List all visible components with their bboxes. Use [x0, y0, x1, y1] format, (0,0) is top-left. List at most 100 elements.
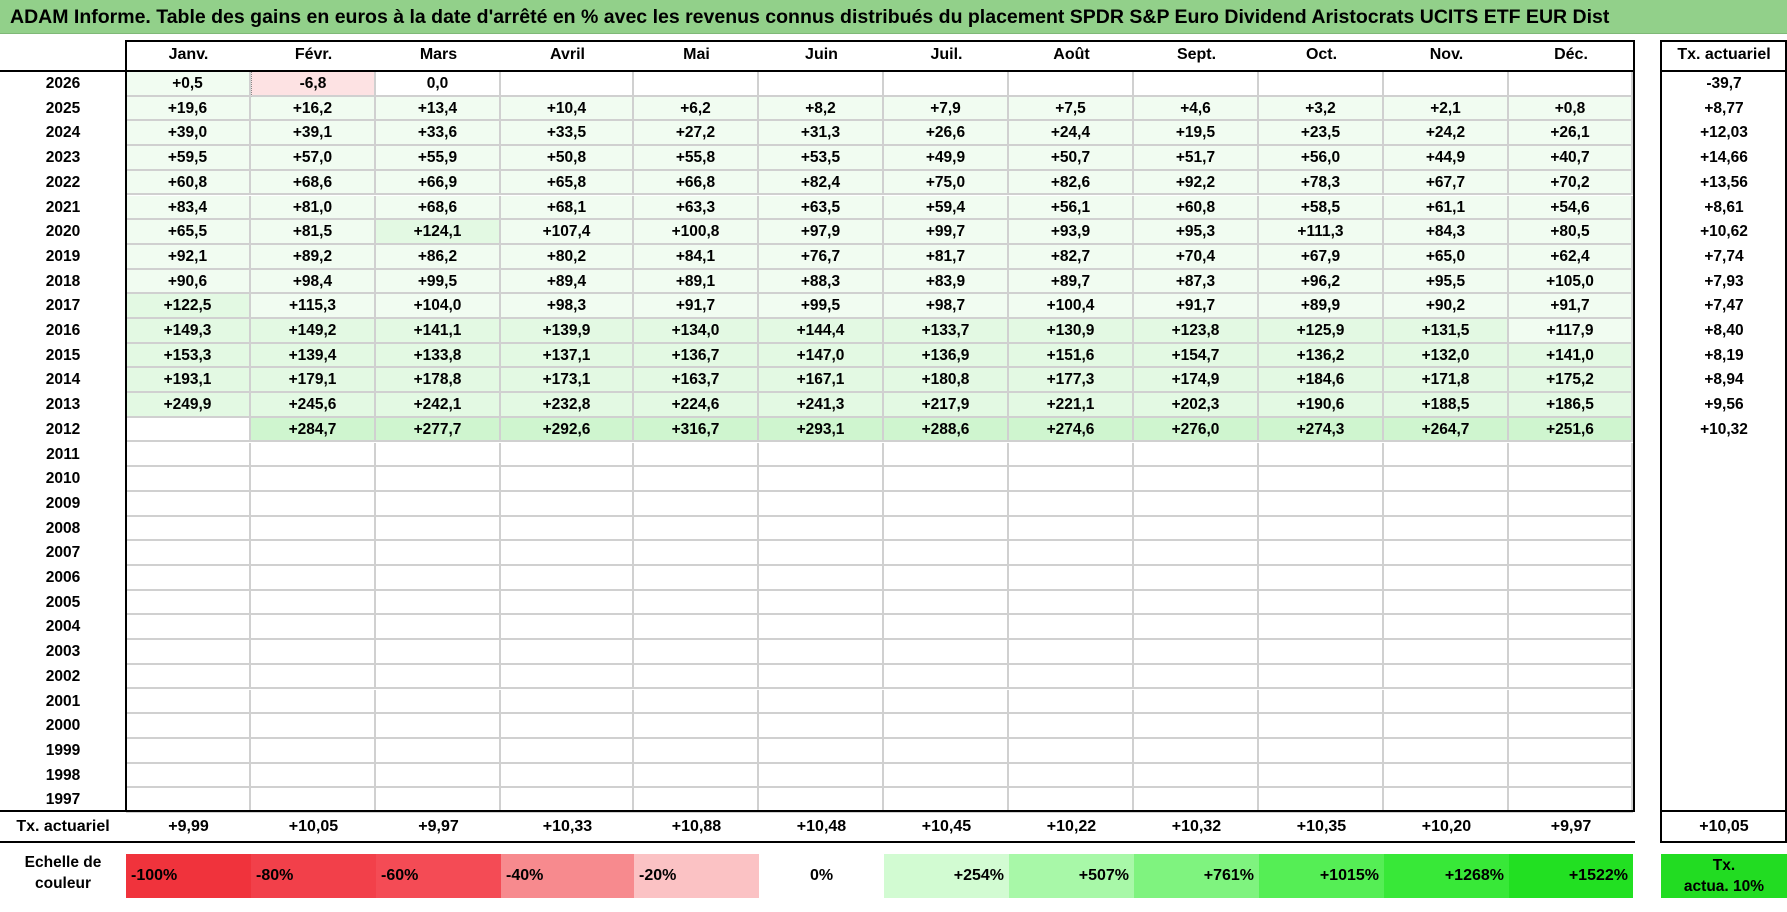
year-label: 2014	[45, 371, 81, 389]
table-cell: +39,1	[251, 121, 376, 147]
table-cell: +177,3	[1009, 368, 1134, 394]
table-cell	[251, 664, 376, 690]
table-cell	[1134, 516, 1259, 542]
table-cell: +0,8	[1509, 96, 1633, 122]
table-cell	[1134, 640, 1259, 665]
year-label: 2001	[45, 692, 81, 710]
table-cell: +89,4	[501, 269, 634, 295]
table-cell	[501, 72, 634, 97]
table-cell	[1259, 442, 1384, 468]
table-cell	[1009, 640, 1134, 665]
tx-actuariel-value: +13,56	[1700, 173, 1748, 191]
year-label: 2025	[45, 99, 81, 117]
table-cell: +163,7	[634, 368, 759, 394]
footer-value: +9,99	[168, 818, 209, 835]
table-cell	[1509, 516, 1633, 542]
table-cell	[1134, 738, 1259, 764]
table-cell: +81,5	[251, 220, 376, 245]
table-cell: +133,8	[376, 343, 501, 369]
year-label: 2022	[45, 173, 81, 191]
table-cell	[759, 615, 884, 641]
table-cell: +241,3	[759, 393, 884, 418]
year-label: 2026	[45, 75, 81, 92]
table-cell	[759, 72, 884, 97]
table-cell: +89,1	[634, 269, 759, 295]
table-cell	[1509, 689, 1633, 715]
table-cell	[1134, 664, 1259, 690]
table-cell: +27,2	[634, 121, 759, 147]
tx-legend-line1: Tx.	[1712, 857, 1736, 874]
table-cell	[634, 664, 759, 690]
table-cell: +65,5	[126, 220, 251, 245]
table-cell: +55,9	[376, 146, 501, 171]
table-cell	[1009, 763, 1134, 789]
table-cell: +19,5	[1134, 121, 1259, 147]
table-cell	[634, 714, 759, 739]
table-cell	[251, 541, 376, 566]
table-cell: +107,4	[501, 220, 634, 245]
year-label: 2013	[45, 396, 81, 414]
table-cell: +55,8	[634, 146, 759, 171]
footer-topline	[0, 810, 1635, 812]
table-cell	[376, 541, 501, 566]
tx-header-underline	[1660, 70, 1787, 72]
table-cell: +23,5	[1259, 121, 1384, 147]
table-cell	[126, 689, 251, 715]
table-cell: +105,0	[1509, 269, 1633, 295]
year-label: 1999	[45, 741, 81, 759]
table-cell	[1009, 566, 1134, 591]
table-cell	[501, 590, 634, 616]
table-cell: +96,2	[1259, 269, 1384, 295]
table-cell	[126, 615, 251, 641]
table-cell	[634, 467, 759, 492]
month-header: Juin	[805, 46, 838, 63]
table-cell	[884, 615, 1009, 641]
table-cell: +91,7	[1134, 294, 1259, 319]
table-cell: +95,5	[1384, 269, 1509, 295]
table-cell	[376, 467, 501, 492]
tx-actuariel-value	[1661, 690, 1787, 715]
tx-actuariel-value	[1661, 467, 1787, 492]
table-cell	[1384, 615, 1509, 641]
table-cell: +97,9	[759, 220, 884, 245]
table-cell	[1134, 763, 1259, 789]
table-cell	[1134, 442, 1259, 468]
table-cell: +217,9	[884, 393, 1009, 418]
table-cell: +131,5	[1384, 319, 1509, 344]
table-cell: +99,7	[884, 220, 1009, 245]
tx-actuariel-value	[1661, 640, 1787, 665]
table-cell: +292,6	[501, 417, 634, 443]
tx-actuariel-value: +8,40	[1704, 322, 1744, 339]
table-cell: +224,6	[634, 393, 759, 418]
table-cell	[251, 763, 376, 789]
table-cell	[1134, 590, 1259, 616]
footer-value: +10,33	[542, 818, 593, 835]
table-cell	[1509, 714, 1633, 739]
table-cell	[1009, 714, 1134, 739]
table-cell	[126, 590, 251, 616]
table-cell: +264,7	[1384, 417, 1509, 443]
table-cell	[501, 714, 634, 739]
table-cell	[634, 689, 759, 715]
table-cell	[1509, 664, 1633, 690]
footer-value: +10,22	[1046, 818, 1097, 835]
table-cell: +8,2	[759, 96, 884, 122]
table-cell	[1009, 72, 1134, 97]
table-cell: +40,7	[1509, 146, 1633, 171]
table-cell	[1384, 541, 1509, 566]
footer-value: +10,32	[1171, 818, 1222, 835]
table-cell	[501, 467, 634, 492]
tx-actuariel-value	[1661, 665, 1787, 690]
table-cell	[1009, 516, 1134, 542]
tx-legend-line2: actua. 10%	[1683, 878, 1765, 895]
year-label: 2023	[45, 149, 81, 167]
tx-actuariel-value: -39,7	[1706, 75, 1742, 92]
table-cell: +249,9	[126, 393, 251, 418]
year-label: 2021	[45, 198, 81, 216]
year-label: 2007	[45, 544, 81, 562]
table-cell: +67,9	[1259, 244, 1384, 270]
tx-actuariel-value: +8,61	[1704, 198, 1744, 216]
tx-actuariel-value	[1661, 615, 1787, 640]
table-cell	[501, 491, 634, 517]
table-cell	[1509, 72, 1633, 97]
